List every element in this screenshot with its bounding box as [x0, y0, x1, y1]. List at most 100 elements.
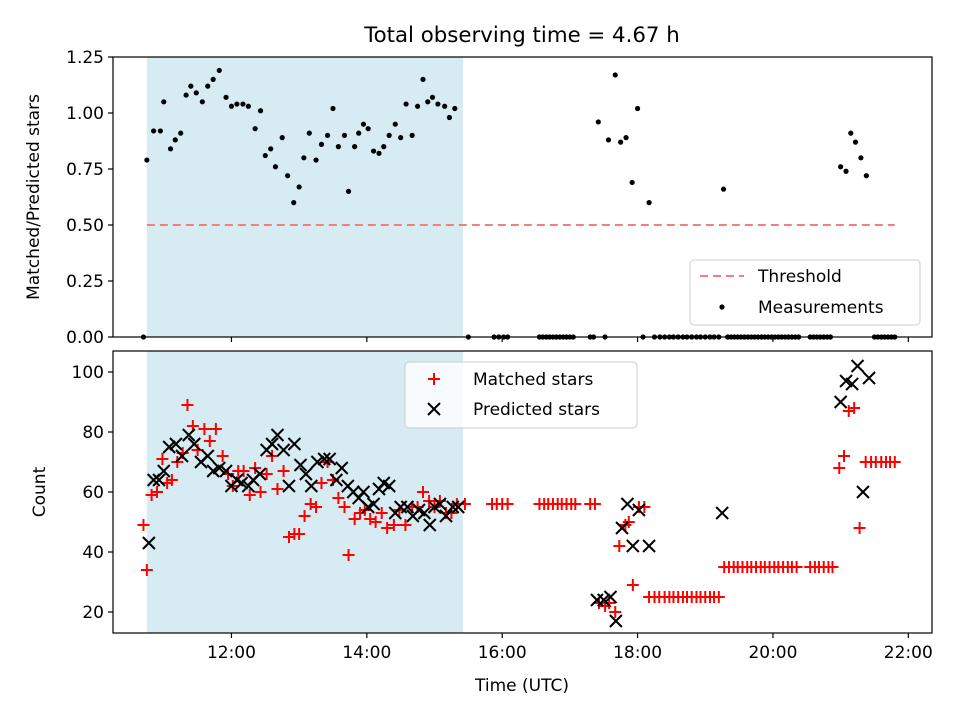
measurement-point [193, 90, 199, 96]
measurement-point [335, 144, 341, 150]
matched-star-point [381, 522, 394, 534]
matched-star-point [417, 486, 430, 498]
predicted-star-point [366, 497, 381, 511]
predicted-star-point [175, 449, 189, 463]
predicted-star-point [597, 593, 611, 607]
predicted-star-point [400, 500, 415, 514]
matched-star-point [853, 522, 866, 534]
predicted-star-point [845, 377, 859, 391]
matched-star-point [254, 486, 267, 498]
predicted-star-point [715, 506, 729, 520]
y-tick-label: 0.75 [66, 160, 104, 180]
measurement-point [634, 105, 641, 112]
y-tick-label: 100 [72, 363, 104, 383]
measurement-point [612, 72, 618, 78]
matched-star-point [848, 402, 861, 414]
measurement-point [296, 184, 302, 190]
count-legend: Matched stars Predicted stars [404, 361, 638, 429]
matched-star-point [165, 474, 178, 486]
measurement-point [268, 146, 274, 152]
measurement-point [446, 114, 452, 121]
predicted-star-point [317, 452, 331, 466]
measurement-point [151, 128, 157, 134]
matched-star-point [137, 519, 150, 531]
predicted-star-point [304, 479, 319, 493]
count-legend-box [404, 361, 638, 429]
measurement-point [618, 139, 624, 145]
measurement-point [285, 173, 291, 179]
measurement-point [188, 83, 194, 89]
ratio-y-axis-label: Matched/Predicted stars [24, 94, 44, 300]
x-tick-label: 12:00 [207, 643, 256, 663]
predicted-star-point [293, 458, 308, 472]
measurement-point [272, 164, 279, 170]
measurement-point [318, 141, 325, 147]
predicted-star-point [626, 539, 640, 553]
matched-star-point [622, 516, 635, 528]
measurement-point [262, 152, 268, 159]
measurement-point [365, 126, 371, 132]
x-tick-label: 16:00 [478, 643, 527, 663]
measurement-point [313, 157, 319, 163]
measurement-point [223, 94, 229, 100]
measurement-point [291, 200, 297, 206]
ratio-panel: 0.00 0.25 0.50 0.75 1.00 1.25 Matched/Predict… [24, 48, 933, 348]
measurement-point [605, 137, 612, 143]
matched-star-point [888, 456, 901, 468]
predicted-star-point [856, 485, 870, 499]
x-tick-label: 18:00 [613, 643, 662, 663]
measurement-point [420, 76, 426, 82]
y-tick-label: 80 [82, 423, 104, 443]
matched-star-point [243, 489, 256, 501]
y-tick-label: 0.50 [66, 216, 104, 236]
measurement-point [228, 103, 235, 109]
matched-star-point [638, 501, 651, 513]
predicted-star-point [609, 614, 623, 628]
measurement-point [646, 200, 652, 206]
predicted-star-point [423, 518, 437, 532]
matched-star-point [237, 465, 250, 477]
predicted-star-point [356, 485, 371, 499]
measurement-point [442, 103, 448, 109]
matched-star-point [338, 501, 351, 513]
y-tick-label: 1.00 [66, 104, 104, 124]
predicted-star-point [446, 500, 460, 514]
measurement-point [414, 103, 421, 109]
predicted-star-point [833, 395, 848, 409]
matched-star-point [140, 564, 153, 576]
predicted-star-point [322, 452, 337, 466]
measurement-point [429, 94, 436, 100]
matched-star-point [310, 501, 323, 513]
matched-star-point [298, 510, 311, 522]
matched-star-point [588, 498, 601, 510]
measurement-point [257, 108, 264, 114]
matched-star-point [150, 486, 163, 498]
measurement-point [435, 101, 441, 107]
predicted-legend-label: Predicted stars [473, 400, 600, 420]
threshold-legend-label: Threshold [757, 267, 842, 287]
predicted-star-point [382, 479, 396, 493]
measurement-point [858, 155, 864, 161]
y-tick-label: 0.00 [66, 328, 104, 348]
measurement-point [595, 119, 601, 125]
matched-star-point [375, 507, 388, 519]
measurement-point [370, 148, 377, 154]
ratio-x-ticks [230, 337, 909, 342]
measurement-point [245, 103, 251, 109]
predicted-star-point [620, 497, 635, 511]
predicted-star-point [212, 461, 226, 475]
measurement-point [452, 105, 458, 112]
measurement-point [157, 128, 163, 134]
x-tick-label: 22:00 [884, 643, 933, 663]
matched-star-point [156, 453, 169, 465]
x-axis-label: Time (UTC) [474, 676, 569, 696]
measurement-point [425, 99, 431, 105]
predicted-star-point [282, 479, 296, 493]
predicted-star-point [253, 467, 267, 481]
shaded-interval-top [146, 57, 463, 337]
predicted-star-point [157, 464, 171, 478]
count-y-axis-label: Count [30, 466, 50, 517]
predicted-star-point [270, 428, 285, 442]
predicted-star-point [182, 428, 196, 442]
measurement-point [356, 130, 362, 136]
